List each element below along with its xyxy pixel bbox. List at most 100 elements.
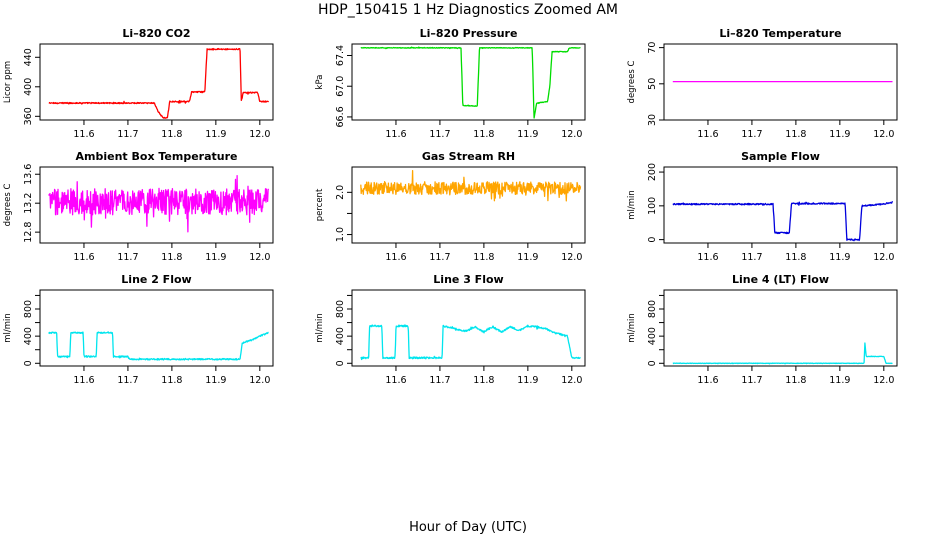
- y-tick-label: 400: [23, 327, 34, 345]
- panel-title: Li–820 CO2: [122, 27, 190, 40]
- y-tick-label: 30: [647, 114, 658, 126]
- chart-panel: Li–820 Pressure 11.6 11.7 11.8 11.9 12.0 66.6 6…: [315, 27, 586, 140]
- x-tick-label: 11.9: [517, 129, 538, 140]
- x-tick-label: 12.0: [249, 129, 270, 140]
- plot-frame: [39, 166, 274, 244]
- y-tick-label: 1.0: [335, 227, 346, 242]
- panel-title: Li–820 Temperature: [719, 27, 841, 40]
- panel-grid: Li–820 CO2 11.6 11.7 11.8 11.9 12.0 360 400 440 L…: [3, 27, 898, 386]
- y-axis-label: ml/min: [3, 313, 13, 343]
- y-axis-label: ml/min: [627, 190, 637, 220]
- y-tick-label: 13.2: [23, 193, 34, 214]
- y-tick-label: 200: [647, 163, 658, 181]
- y-tick-label: 70: [647, 42, 658, 54]
- panel-title: Gas Stream RH: [422, 150, 515, 163]
- plot-frame: [39, 289, 274, 367]
- x-tick-label: 11.7: [429, 129, 450, 140]
- x-tick-label: 11.8: [161, 375, 182, 386]
- y-tick-label: 67.0: [335, 76, 346, 97]
- chart-panel: Line 3 Flow 11.6 11.7 11.8 11.9 12.0 0 400 800 ml…: [315, 273, 586, 386]
- x-tick-label: 11.7: [429, 252, 450, 263]
- chart-panel: Li–820 Temperature 11.6 11.7 11.8 11.9 12.0 30…: [627, 27, 898, 140]
- x-tick-label: 11.6: [73, 129, 94, 140]
- y-tick-label: 400: [23, 78, 34, 96]
- y-tick-label: 50: [647, 78, 658, 90]
- x-tick-label: 11.6: [385, 129, 406, 140]
- x-tick-label: 12.0: [873, 129, 894, 140]
- series-line: [360, 169, 582, 202]
- x-tick-label: 12.0: [561, 252, 582, 263]
- y-tick-label: 66.6: [335, 106, 346, 127]
- y-tick-label: 0: [647, 360, 658, 366]
- x-tick-label: 11.9: [205, 129, 226, 140]
- panel-title: Line 3 Flow: [433, 273, 503, 286]
- plot-frame: [351, 289, 586, 367]
- x-tick-label: 11.8: [785, 252, 806, 263]
- y-axis-label: degrees C: [627, 61, 637, 104]
- x-tick-label: 11.7: [117, 129, 138, 140]
- x-tick-label: 11.8: [473, 252, 494, 263]
- x-tick-label: 11.7: [741, 129, 762, 140]
- panel-title: Sample Flow: [741, 150, 820, 163]
- series-line: [48, 175, 270, 233]
- chart-panel: Line 4 (LT) Flow 11.6 11.7 11.8 11.9 12.0 0 400…: [627, 273, 898, 386]
- y-tick-label: 400: [335, 327, 346, 345]
- x-tick-label: 11.8: [473, 129, 494, 140]
- panel-title: Ambient Box Temperature: [76, 150, 238, 163]
- y-axis-label: kPa: [315, 75, 325, 90]
- plot-frame: [351, 166, 586, 244]
- plot-frame: [663, 43, 898, 121]
- x-tick-label: 11.6: [385, 375, 406, 386]
- x-tick-label: 11.6: [697, 375, 718, 386]
- y-tick-label: 0: [23, 360, 34, 366]
- y-tick-label: 800: [647, 300, 658, 318]
- x-tick-label: 11.7: [741, 252, 762, 263]
- x-tick-label: 11.6: [697, 252, 718, 263]
- x-tick-label: 11.7: [741, 375, 762, 386]
- series-line: [672, 342, 893, 365]
- figure-title: HDP_150415 1 Hz Diagnostics Zoomed AM: [318, 2, 618, 18]
- x-tick-label: 11.7: [429, 375, 450, 386]
- plot-frame: [663, 289, 898, 367]
- x-tick-label: 12.0: [873, 252, 894, 263]
- series-line: [48, 331, 269, 361]
- y-axis-label: ml/min: [315, 313, 325, 343]
- plot-frame: [663, 166, 898, 244]
- y-tick-label: 0: [335, 360, 346, 366]
- x-tick-label: 11.9: [829, 252, 850, 263]
- plot-frame: [351, 43, 586, 121]
- y-axis-label: ml/min: [627, 313, 637, 343]
- x-tick-label: 11.9: [517, 252, 538, 263]
- x-tick-label: 11.8: [161, 129, 182, 140]
- series-line: [360, 46, 581, 119]
- panel-title: Li–820 Pressure: [420, 27, 518, 40]
- y-tick-label: 100: [647, 197, 658, 215]
- y-tick-label: 440: [23, 48, 34, 66]
- chart-panel: Line 2 Flow 11.6 11.7 11.8 11.9 12.0 0 400 800 ml…: [3, 273, 274, 386]
- y-tick-label: 2.0: [335, 185, 346, 200]
- x-tick-label: 11.9: [517, 375, 538, 386]
- chart-panel: Sample Flow 11.6 11.7 11.8 11.9 12.0 0 100 200 ml…: [627, 150, 898, 263]
- y-tick-label: 360: [23, 107, 34, 125]
- series-line: [672, 200, 894, 242]
- plot-frame: [39, 43, 274, 121]
- x-tick-label: 12.0: [249, 375, 270, 386]
- x-tick-label: 11.9: [829, 129, 850, 140]
- chart-panel: Gas Stream RH 11.6 11.7 11.8 11.9 12.0 1.0 2.0 p…: [315, 150, 586, 263]
- y-tick-label: 12.8: [23, 222, 34, 243]
- x-tick-label: 12.0: [561, 375, 582, 386]
- x-tick-label: 11.9: [205, 375, 226, 386]
- y-tick-label: 13.6: [23, 164, 34, 185]
- panel-title: Line 2 Flow: [121, 273, 191, 286]
- x-axis-label: Hour of Day (UTC): [409, 520, 527, 535]
- x-tick-label: 11.7: [117, 375, 138, 386]
- chart-panel: Li–820 CO2 11.6 11.7 11.8 11.9 12.0 360 400 440 L…: [3, 27, 274, 140]
- series-line: [360, 324, 581, 361]
- x-tick-label: 11.8: [473, 375, 494, 386]
- x-tick-label: 11.6: [697, 129, 718, 140]
- x-tick-label: 12.0: [249, 252, 270, 263]
- x-tick-label: 12.0: [873, 375, 894, 386]
- y-axis-label: percent: [315, 188, 325, 221]
- y-axis-label: Licor ppm: [3, 61, 13, 103]
- y-tick-label: 400: [647, 327, 658, 345]
